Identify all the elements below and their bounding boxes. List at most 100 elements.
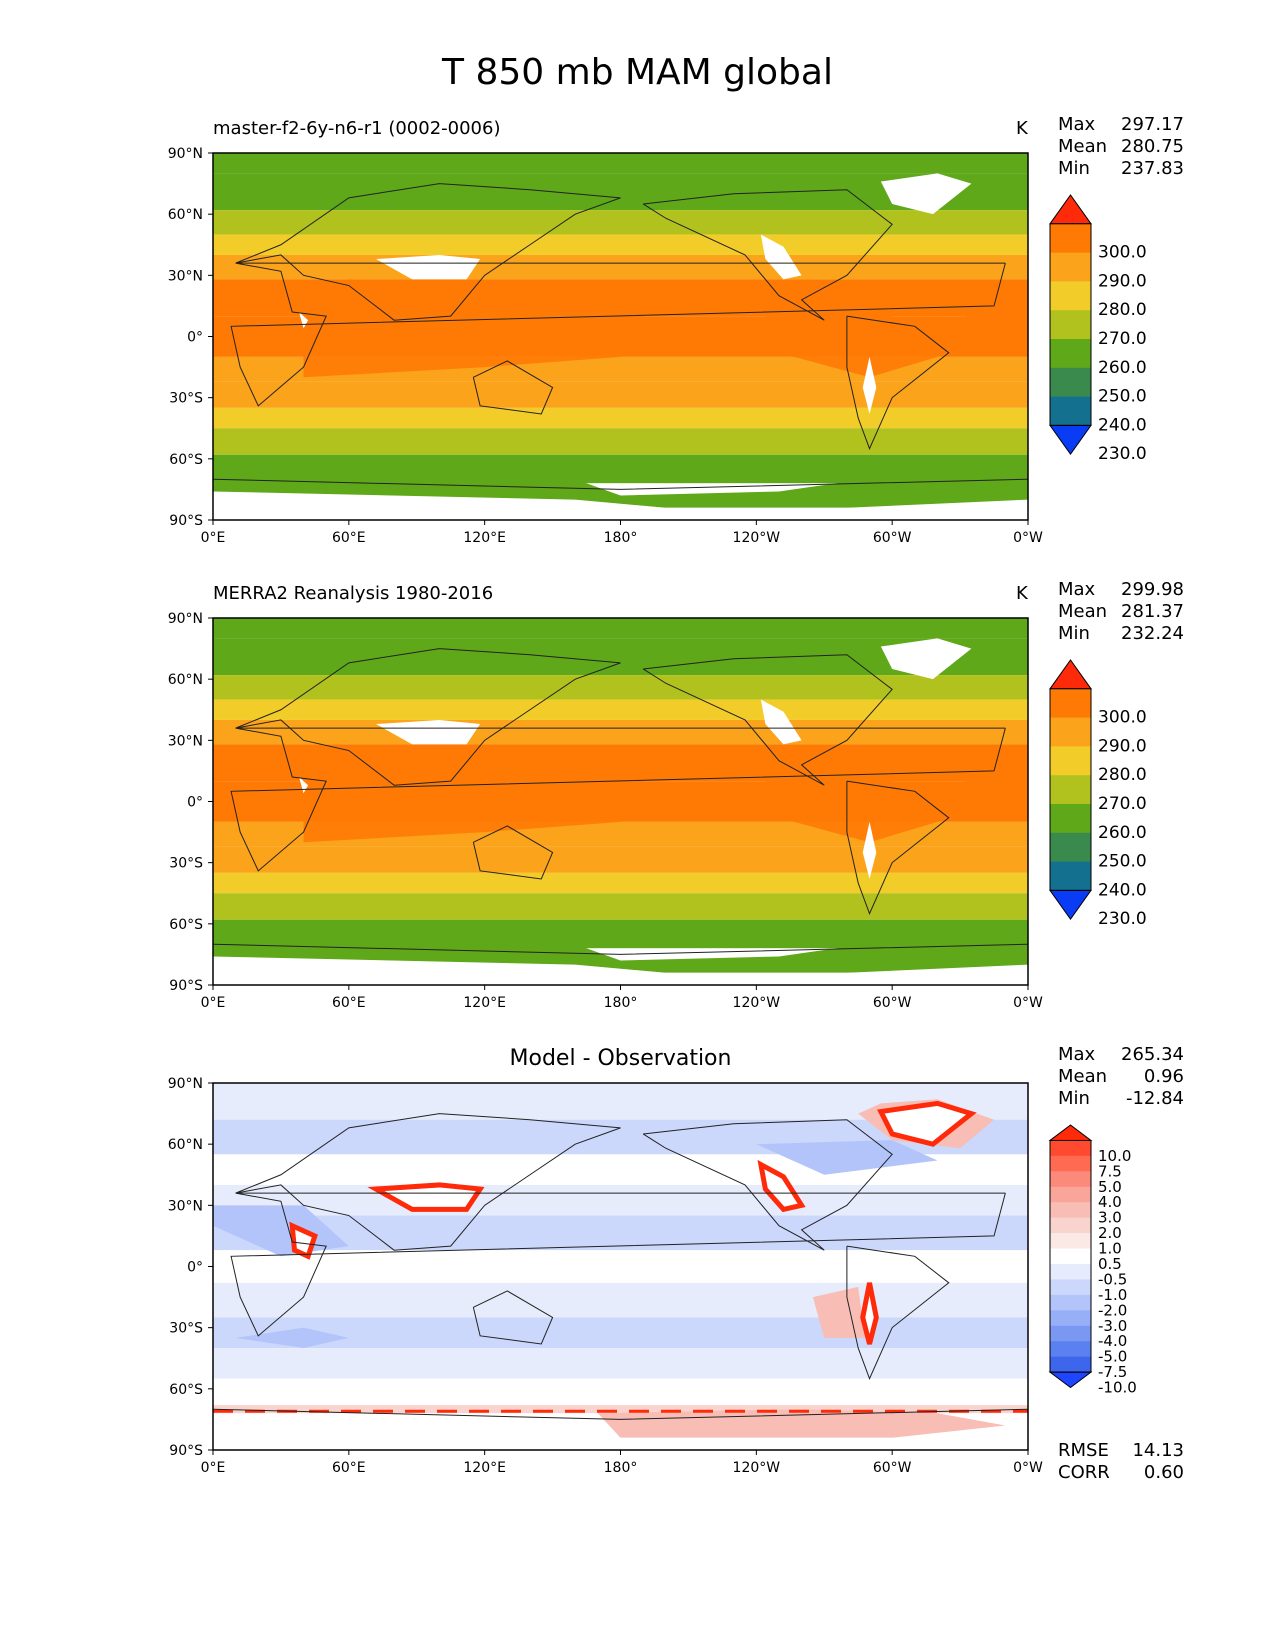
colorbar-segment <box>1050 310 1091 340</box>
stat-value: -12.84 <box>1125 1088 1184 1109</box>
contour-band <box>213 1282 1028 1318</box>
stat-value: 265.34 <box>1121 1044 1184 1065</box>
stats-block: Max 297.17 Mean 280.75 Min 237.83 <box>1058 114 1184 180</box>
colorbar-segment <box>1050 1202 1091 1219</box>
x-tick-label: 60°W <box>873 530 912 546</box>
y-tick-label: 90°S <box>169 978 203 994</box>
coastline <box>642 189 893 321</box>
extreme-anomaly-rim <box>877 1100 977 1147</box>
map-svg: 0°E 60°E 120°E 180° 120°W 60°W 0°W 90°N 60°N 30°N… <box>168 146 1147 546</box>
coastline <box>846 780 950 915</box>
contour-band <box>213 428 1028 455</box>
stat-label: Min <box>1058 158 1090 179</box>
coastline <box>472 825 554 880</box>
cold-anomaly <box>756 1140 938 1175</box>
colorbar-label: 290.0 <box>1098 736 1147 756</box>
y-tick-label: 60°S <box>169 917 203 933</box>
colorbar-segment <box>1050 804 1091 834</box>
colorbar-segment <box>1050 281 1091 311</box>
contour-band <box>213 872 1028 894</box>
masked-topography <box>299 312 309 329</box>
x-tick-label: 120°E <box>463 530 506 546</box>
x-tick-label: 120°E <box>463 995 506 1011</box>
colorbar-label: 3.0 <box>1098 1209 1122 1227</box>
colorbar-segment <box>1050 1279 1091 1296</box>
y-tick-label: 30°N <box>168 1198 203 1214</box>
coastline <box>846 1245 950 1380</box>
warm-anomaly <box>812 1286 865 1338</box>
colorbar-extend-max <box>1049 659 1092 690</box>
x-tick-label: 180° <box>604 995 638 1011</box>
y-tick-label: 90°N <box>168 1076 203 1092</box>
y-tick-label: 90°S <box>169 1443 203 1459</box>
y-tick-label: 0° <box>187 795 203 811</box>
colorbar-segment <box>1050 367 1091 398</box>
contour-band <box>213 1348 1028 1379</box>
stat-value: 237.83 <box>1121 158 1184 179</box>
masked-topography <box>376 719 481 745</box>
colorbar-label: 4.0 <box>1098 1193 1122 1211</box>
x-tick-label: 0°E <box>201 1460 226 1476</box>
colorbar-segment <box>1050 396 1091 426</box>
colorbar-extend-max <box>1048 1124 1093 1141</box>
colorbar-extend-min <box>1049 889 1092 921</box>
contour-band <box>213 381 1028 408</box>
colorbar-label: -2.0 <box>1098 1301 1127 1319</box>
colorbar-segment <box>1050 1294 1091 1311</box>
colorbar-label: 230.0 <box>1098 909 1147 929</box>
colorbar-label: 250.0 <box>1098 387 1147 407</box>
map-svg: 0°E 60°E 120°E 180° 120°W 60°W 0°W 90°N 60°N 30°N… <box>168 611 1147 1011</box>
colorbar-segment <box>1050 1325 1091 1342</box>
stat-label: Max <box>1058 579 1096 600</box>
colorbar-label: 250.0 <box>1098 852 1147 872</box>
y-tick-label: 30°N <box>168 733 203 749</box>
coastline <box>230 1192 1006 1337</box>
panel-units: K <box>1016 583 1028 604</box>
colorbar-segment <box>1050 1310 1091 1327</box>
stats-block: Max 299.98 Mean 281.37 Min 232.24 <box>1058 579 1184 645</box>
coastline <box>472 360 554 415</box>
colorbar-label: 240.0 <box>1098 880 1147 900</box>
colorbar-label: 1.0 <box>1098 1240 1122 1258</box>
coastline <box>212 478 1029 490</box>
colorbar-label: 300.0 <box>1098 243 1147 263</box>
stat-value: 297.17 <box>1121 114 1184 135</box>
y-tick-label: 60°N <box>168 207 203 223</box>
y-tick-label: 90°S <box>169 513 203 529</box>
stats-block: Max 265.34 Mean 0.96 Min -12.84 <box>1058 1044 1184 1110</box>
antarctic-mask <box>213 507 1028 520</box>
y-tick-label: 0° <box>187 330 203 346</box>
colorbar-segment <box>1050 1233 1091 1250</box>
colorbar-segment <box>1050 252 1091 282</box>
masked-topography <box>880 638 972 680</box>
stat-label: Max <box>1058 1044 1096 1065</box>
y-tick-label: 30°S <box>169 1321 203 1337</box>
coastline <box>472 1290 554 1345</box>
stat-value: 281.37 <box>1121 601 1184 622</box>
x-tick-label: 120°W <box>733 1460 781 1476</box>
colorbar-label: -10.0 <box>1098 1379 1137 1397</box>
figure-title: T 850 mb MAM global <box>442 52 833 93</box>
x-tick-label: 60°E <box>332 530 366 546</box>
panel-units: K <box>1016 118 1028 139</box>
colorbar-extend-min <box>1048 1371 1093 1389</box>
colorbar-frame <box>1049 688 1092 891</box>
masked-topography <box>299 777 309 794</box>
stat-label: Min <box>1058 1088 1090 1109</box>
colorbar-segment <box>1050 1155 1091 1172</box>
coastline <box>642 1119 893 1251</box>
x-tick-label: 0°E <box>201 530 226 546</box>
colorbar-label: -7.5 <box>1098 1363 1127 1381</box>
colorbar-label: -3.0 <box>1098 1317 1127 1335</box>
colorbar-segment <box>1050 1217 1091 1234</box>
stat-value: 299.98 <box>1121 579 1184 600</box>
stat-value: 232.24 <box>1121 623 1184 644</box>
coastline <box>212 1408 1029 1420</box>
x-tick-label: 180° <box>604 530 638 546</box>
colorbar-label: 230.0 <box>1098 444 1147 464</box>
stat-label: RMSE <box>1058 1440 1109 1461</box>
y-tick-label: 60°S <box>169 452 203 468</box>
stat-value: 0.60 <box>1143 1462 1184 1483</box>
y-tick-label: 30°S <box>169 391 203 407</box>
colorbar-label: 2.0 <box>1098 1224 1122 1242</box>
